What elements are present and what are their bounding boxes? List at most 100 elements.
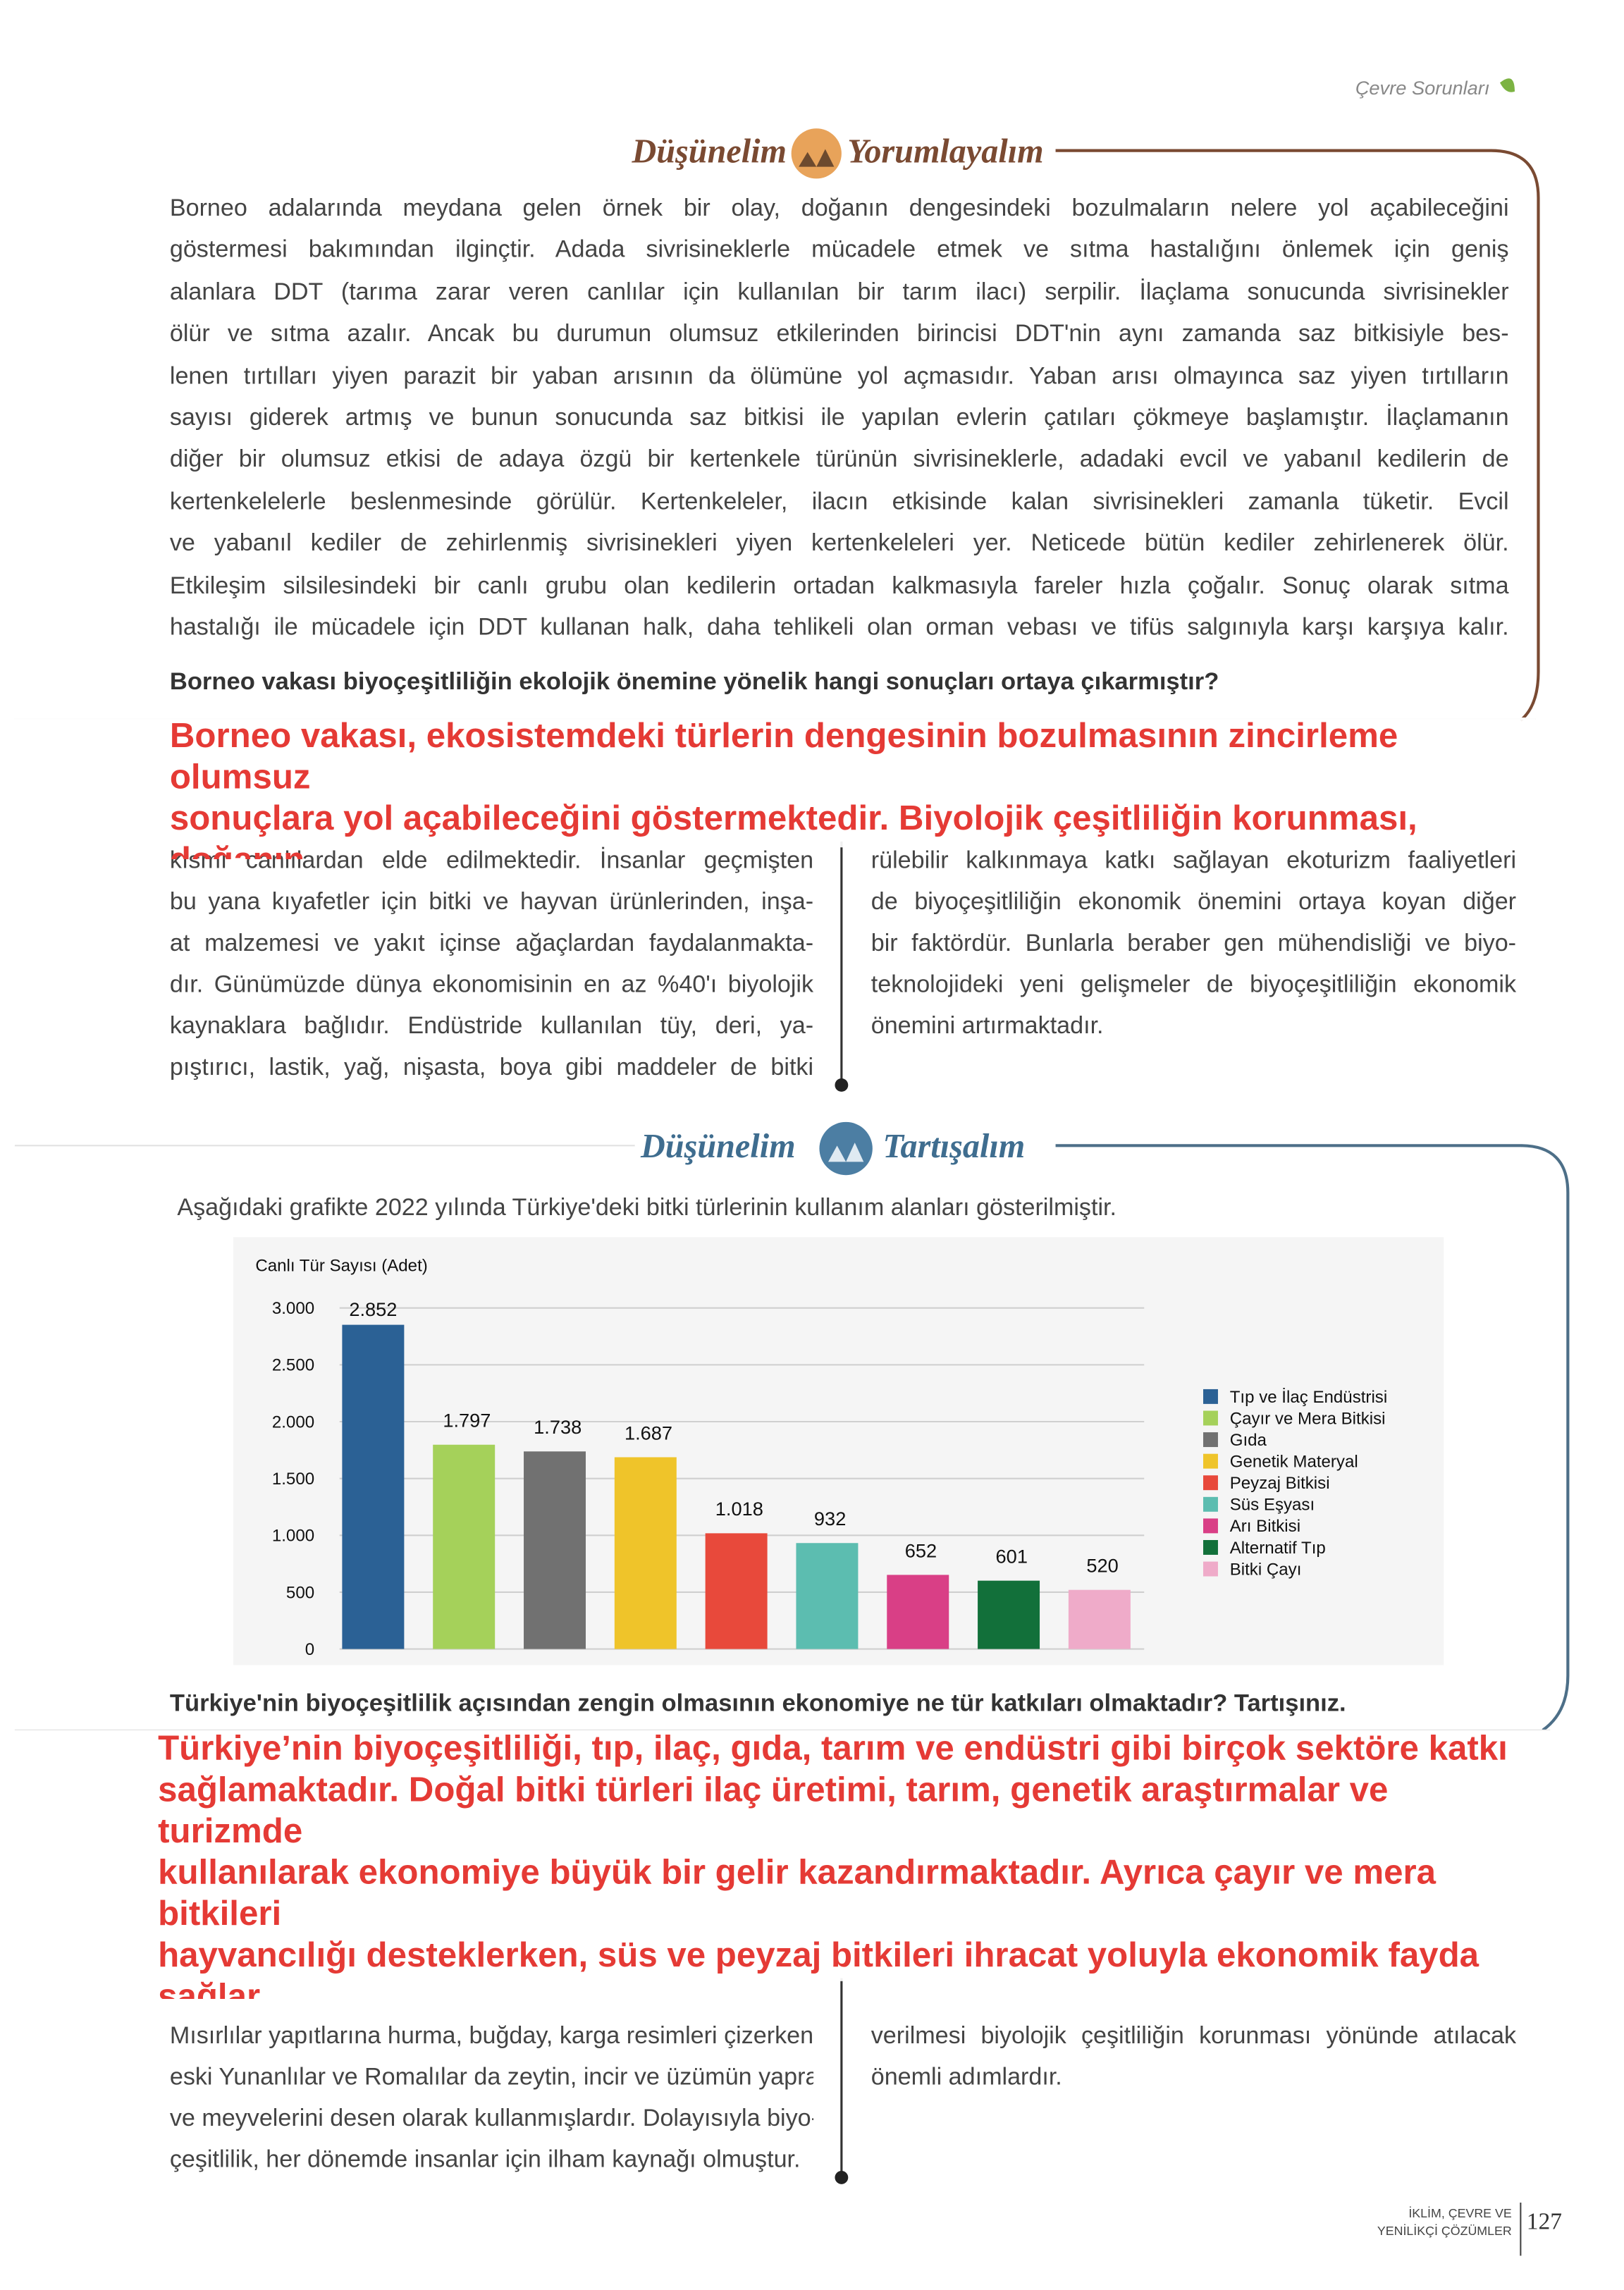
icon-shape xyxy=(828,1143,864,1162)
bar xyxy=(433,1444,496,1649)
legend-label: Gıda xyxy=(1230,1431,1267,1450)
text-line: de biyoçeşitliliğin ekonomik önemini ort… xyxy=(871,888,1517,916)
text-line: kısmı canlılardan elde edilmektedir. İns… xyxy=(169,847,814,874)
y-tick-label: 2.500 xyxy=(272,1356,314,1375)
answer-line: Türkiye’nin biyoçeşitliliği, tıp, ilaç, … xyxy=(158,1728,1508,1768)
legend-swatch xyxy=(1203,1389,1218,1404)
y-tick-label: 1.500 xyxy=(272,1470,314,1489)
text-line: kertenkelelerle beslenmesinde görülür. K… xyxy=(169,488,1509,515)
text-line: ve meyvelerini desen olarak kullanmışlar… xyxy=(169,2105,814,2132)
divider-dot xyxy=(835,2170,849,2184)
box-title: Düşünelim xyxy=(632,133,787,170)
y-tick-label: 2.000 xyxy=(272,1412,314,1432)
text-line: Mısırlılar yapıtlarına hurma, buğday, ka… xyxy=(169,2022,814,2050)
text-line: çeşitlilik, her dönemde insanlar için il… xyxy=(169,2146,801,2174)
text-line: önemini artırmaktadır. xyxy=(871,1012,1104,1040)
answer-line: sonuçlara yol açabileceğini göstermekted… xyxy=(169,799,1417,837)
value-label: 1.797 xyxy=(443,1410,491,1432)
value-label: 652 xyxy=(905,1539,937,1561)
text-line: bu yana kıyafetler için bitki ve hayvan … xyxy=(169,888,814,916)
legend-swatch xyxy=(1203,1475,1218,1491)
y-tick-label: 1.000 xyxy=(272,1527,314,1546)
value-label: 932 xyxy=(814,1508,846,1529)
text-line: hastalığı ile mücadele için DDT kullanan… xyxy=(169,614,1509,641)
legend-swatch xyxy=(1203,1561,1218,1577)
answer-line: doğanın xyxy=(169,839,305,859)
bar xyxy=(342,1324,405,1649)
legend-swatch xyxy=(1203,1518,1218,1534)
text-line: diğer bir olumsuz etkisi de adaya özgü b… xyxy=(169,446,1509,474)
book-title: İKLİM, ÇEVRE VE xyxy=(1408,2205,1512,2221)
answer-line: sağlar. xyxy=(158,1976,269,1999)
box-title: Yorumlayalım xyxy=(847,133,1044,170)
y-tick-label: 0 xyxy=(305,1640,314,1659)
question: Türkiye'nin biyoçeşitlilik açısından zen… xyxy=(169,1690,1346,1717)
text-line: alanlara DDT (tarıma zarar veren canlıla… xyxy=(169,278,1509,306)
bar xyxy=(887,1575,949,1649)
text-line: pıştırıcı, lastik, yağ, nişasta, boya gi… xyxy=(169,1054,814,1081)
text-line: dır. Günümüzde dünya ekonomisinin en az … xyxy=(169,971,814,998)
answer-line: Borneo vakası, ekosistemdeki türlerin de… xyxy=(169,715,1398,755)
y-axis-title: Canlı Tür Sayısı (Adet) xyxy=(255,1256,427,1275)
answer-line: hayvancılığı desteklerken, süs ve peyzaj… xyxy=(158,1935,1480,1974)
value-label: 1.738 xyxy=(534,1416,582,1438)
section-header: Çevre Sorunları xyxy=(1355,76,1490,99)
box-border xyxy=(1055,1144,1570,1732)
legend-label: Çayır ve Mera Bitkisi xyxy=(1230,1409,1386,1428)
bar xyxy=(614,1457,677,1649)
text-line: eski Yunanlılar ve Romalılar da zeytin, … xyxy=(169,2064,814,2091)
legend-swatch xyxy=(1203,1410,1218,1426)
answer-line: sağlamaktadır. Doğal bitki türleri ilaç … xyxy=(158,1770,1389,1809)
question: Borneo vakası biyoçeşitliliğin ekolojik … xyxy=(169,668,1219,696)
title-icon xyxy=(791,128,842,179)
box-title: Düşünelim xyxy=(641,1128,796,1165)
box-border xyxy=(1055,149,1540,722)
text-line: verilmesi biyolojik çeşitliliğin korunma… xyxy=(871,2022,1517,2050)
legend-label: Tıp ve İlaç Endüstrisi xyxy=(1230,1388,1387,1407)
legend-label: Süs Eşyası xyxy=(1230,1496,1315,1515)
legend-label: Alternatif Tıp xyxy=(1230,1539,1326,1558)
bar xyxy=(524,1451,586,1649)
page-number: 127 xyxy=(1526,2210,1562,2236)
answer-box xyxy=(14,717,1536,848)
value-label: 601 xyxy=(996,1545,1028,1567)
text-line: Borneo adalarında meydana gelen örnek bi… xyxy=(169,195,1509,222)
value-label: 2.852 xyxy=(349,1298,397,1320)
box-title: Tartışalım xyxy=(882,1128,1026,1165)
legend-label: Arı Bitkisi xyxy=(1230,1517,1300,1536)
intro: Aşağıdaki grafikte 2022 yılında Türkiye'… xyxy=(177,1194,1116,1221)
text-line: teknolojideki yeni gelişmeler de biyoçeş… xyxy=(871,971,1517,998)
text-line: lenen tırtılları yiyen parazit bir yaban… xyxy=(169,362,1509,390)
bar xyxy=(978,1580,1040,1649)
text-line: sayısı giderek artmış ve bunun sonucunda… xyxy=(169,404,1509,431)
divider-dot xyxy=(835,1078,849,1092)
chart: Canlı Tür Sayısı (Adet) 0 500 1.000 1.500 2.… xyxy=(233,1237,1444,1666)
bar xyxy=(796,1543,859,1649)
text-line: ve yabanıl kediler de zehirlenmiş sivris… xyxy=(169,530,1509,558)
text-line: göstermesi bakımından ilginçtir. Adada s… xyxy=(169,236,1509,264)
legend-swatch xyxy=(1203,1453,1218,1469)
legend-swatch xyxy=(1203,1496,1218,1512)
y-tick-label: 3.000 xyxy=(272,1299,314,1318)
legend-label: Genetik Materyal xyxy=(1230,1453,1358,1472)
y-tick-label: 500 xyxy=(286,1583,314,1602)
answer-line: turizmde xyxy=(158,1811,303,1850)
legend-label: Bitki Çayı xyxy=(1230,1560,1302,1579)
text-line: Etkileşim silsilesindeki bir canlı grubu… xyxy=(169,572,1509,599)
answer-line: bitkileri xyxy=(158,1894,282,1933)
legend-label: Peyzaj Bitkisi xyxy=(1230,1474,1330,1493)
answer-box xyxy=(14,1730,1565,1981)
text-line: önemli adımlardır. xyxy=(871,2064,1062,2091)
answer-line: olumsuz xyxy=(169,757,311,796)
legend-swatch xyxy=(1203,1432,1218,1448)
icon-shape xyxy=(799,149,835,167)
text-line: ölür ve sıtma azalır. Ancak bu durumun o… xyxy=(169,320,1509,347)
title-icon xyxy=(819,1121,873,1176)
value-label: 1.687 xyxy=(625,1422,672,1443)
bar xyxy=(705,1533,768,1649)
text-line: rülebilir kalkınmaya katkı sağlayan ekot… xyxy=(871,847,1517,874)
value-label: 1.018 xyxy=(715,1498,763,1520)
text-line: kaynaklara bağlıdır. Endüstride kullanıl… xyxy=(169,1012,814,1040)
book-title: YENİLİKÇİ ÇÖZÜMLER xyxy=(1377,2223,1512,2239)
